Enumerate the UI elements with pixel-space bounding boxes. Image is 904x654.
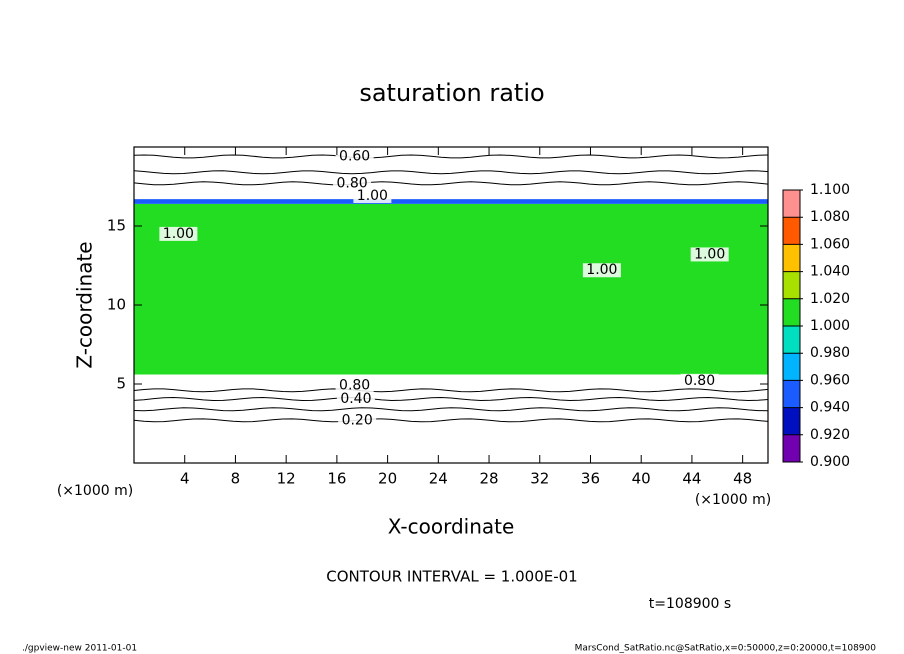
contour-label-bg [159,226,198,241]
x-tick-label: 16 [327,470,346,488]
contour-line [133,154,769,159]
contour-line [133,418,769,423]
contour-label-bg [333,176,372,191]
contour-label: 1.00 [694,246,725,262]
contour-line [133,407,769,412]
footer-right: MarsCond_SatRatio.nc@SatRatio,x=0:50000,… [575,644,877,654]
colorbar-band [783,271,800,299]
time-label: t=108900 s [649,596,731,612]
x-tick-label: 8 [231,470,241,488]
colorbar-label: 1.020 [810,291,850,307]
fill-region [134,203,768,375]
contour-label-bg [690,247,729,262]
colorbar-band [783,380,800,408]
colorbar-band [783,326,800,354]
colorbar-band [783,244,800,272]
contour-interval: CONTOUR INTERVAL = 1.000E-01 [326,568,577,586]
x-tick-label: 32 [530,470,549,488]
colorbar-label: 1.100 [810,182,850,198]
x-tick-label: 12 [277,470,296,488]
x-tick-label: 20 [378,470,397,488]
contour-label: 0.80 [684,373,715,389]
colorbar-band [783,434,800,462]
contour-line [133,396,769,402]
colorbar-label: 1.000 [810,318,850,334]
colorbar-band [783,407,800,435]
colorbar-band [783,353,800,381]
y-tick-label: 5 [116,375,126,393]
x-tick-label: 36 [581,470,600,488]
contour-label: 0.80 [337,175,368,191]
colorbar-label: 0.960 [810,372,850,388]
contour-label: 0.20 [342,412,373,428]
x-tick-label: 40 [632,470,651,488]
contour-label-bg [335,378,374,393]
y-tick-label: 10 [107,296,126,314]
contour-label: 1.00 [586,262,617,278]
contour-label-bg [582,263,621,278]
y-tick-label: 15 [107,217,126,235]
x-unit: (×1000 m) [695,492,771,508]
x-tick-label: 4 [180,470,190,488]
footer-left: ./gpview-new 2011-01-01 [22,644,137,654]
contour-label: 0.80 [339,378,370,394]
colorbar-label: 0.940 [810,400,850,416]
contour-label: 0.60 [339,148,370,164]
x-axis-label: X-coordinate [388,515,515,539]
contour-label-bg [335,149,374,164]
contour-label-bg [680,373,719,388]
x-tick-label: 28 [479,470,498,488]
colorbar-label: 1.040 [810,264,850,280]
contour-line [133,170,769,175]
colorbar-label: 0.980 [810,345,850,361]
colorbar-label: 0.900 [810,454,850,470]
contour-label-bg [353,188,392,203]
y-unit: (×1000 m) [57,483,133,499]
contour-label-bg [336,392,375,407]
colorbar-band [783,190,800,218]
colorbar-label: 1.080 [810,209,850,225]
colorbar-band [783,217,800,245]
fill-region [134,199,768,204]
contour-line [133,181,769,186]
x-tick-label: 44 [682,470,701,488]
colorbar-band [783,298,800,326]
colorbar-label: 0.920 [810,427,850,443]
contour-label-bg [338,413,377,428]
x-tick-label: 24 [429,470,448,488]
y-axis-label: Z-coordinate [73,241,97,368]
chart-title: saturation ratio [359,79,544,107]
x-tick-label: 48 [733,470,752,488]
colorbar-label: 1.060 [810,236,850,252]
contour-label: 1.00 [163,226,194,242]
contour-line [133,388,769,393]
contour-label: 0.40 [340,391,371,407]
contour-label: 1.00 [357,188,388,204]
